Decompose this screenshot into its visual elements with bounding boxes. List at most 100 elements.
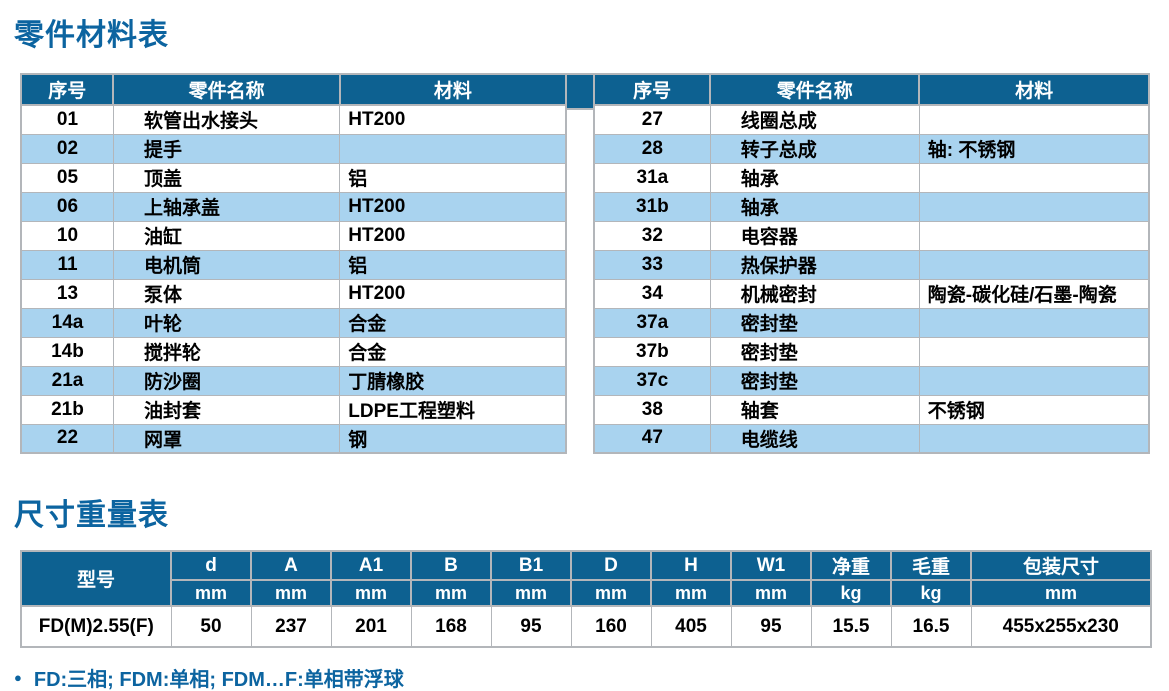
cell-part-name: 机械密封 bbox=[709, 278, 920, 309]
cell-part-no: 37c bbox=[593, 365, 711, 396]
column-header-no: 序号 bbox=[593, 73, 712, 106]
cell-part-material bbox=[918, 162, 1150, 193]
column-header-mat: 材料 bbox=[918, 73, 1150, 106]
column-header-name: 零件名称 bbox=[112, 73, 341, 106]
cell-part-name: 热保护器 bbox=[709, 249, 920, 280]
cell-A1: 201 bbox=[330, 605, 412, 648]
column-unit-B: mm bbox=[410, 579, 492, 607]
cell-part-no: 13 bbox=[20, 278, 114, 309]
column-header-毛重: 毛重 bbox=[890, 550, 972, 581]
cell-包装尺寸: 455x255x230 bbox=[970, 605, 1152, 648]
cell-part-no: 37b bbox=[593, 336, 711, 367]
column-header-no: 序号 bbox=[19, 73, 115, 106]
cell-part-material: 铝 bbox=[339, 162, 567, 193]
table-row: 31b 轴承 bbox=[593, 191, 1150, 222]
cell-part-material: 不锈钢 bbox=[918, 394, 1150, 425]
table-row: 31a 轴承 bbox=[593, 162, 1150, 193]
table-row: 34 机械密封 陶瓷-碳化硅/石墨-陶瓷 bbox=[593, 278, 1150, 309]
cell-part-no: 06 bbox=[20, 191, 114, 222]
cell-part-no: 32 bbox=[593, 220, 711, 251]
footnote: ● FD:三相; FDM:单相; FDM…F:单相带浮球 bbox=[14, 663, 1169, 691]
table-row: 10 油缸 HT200 bbox=[20, 220, 567, 251]
cell-part-material: 陶瓷-碳化硅/石墨-陶瓷 bbox=[918, 278, 1150, 309]
cell-part-material: 合金 bbox=[339, 307, 567, 338]
table-row: 02 提手 bbox=[20, 133, 567, 164]
parts-table-left: 序号 零件名称 材料 01 软管出水接头 HT200 02 提手 05 顶盖铝 06 上轴承盖 HT2… bbox=[19, 73, 568, 454]
cell-part-material bbox=[918, 104, 1150, 135]
cell-W1: 95 bbox=[730, 605, 812, 648]
cell-part-no: 37a bbox=[593, 307, 711, 338]
column-header-mat: 材料 bbox=[338, 73, 568, 106]
cell-part-name: 泵体 bbox=[112, 278, 341, 309]
table-gap-header bbox=[567, 73, 594, 110]
cell-D: 160 bbox=[570, 605, 652, 648]
cell-d: 50 bbox=[170, 605, 252, 648]
footnote-text: FD:三相; FDM:单相; FDM…F:单相带浮球 bbox=[33, 669, 404, 691]
cell-part-no: 31b bbox=[593, 191, 711, 222]
column-unit-d: mm bbox=[170, 579, 252, 607]
cell-part-name: 油缸 bbox=[112, 220, 341, 251]
cell-model: FD(M)2.55(F) bbox=[20, 605, 172, 648]
column-header-H: H bbox=[650, 550, 732, 581]
cell-part-material bbox=[918, 307, 1150, 338]
cell-净重: 15.5 bbox=[810, 605, 892, 648]
table-row: FD(M)2.55(F) 50 237 201 168 95 160 405 95 15.5 16.… bbox=[20, 605, 1152, 648]
cell-part-material: HT200 bbox=[339, 278, 567, 309]
table-row: 37c 密封垫 bbox=[593, 365, 1150, 396]
table-row: 22 网罩钢 bbox=[20, 423, 567, 454]
parts-table-title: 零件材料表 bbox=[14, 19, 169, 52]
column-header-model: 型号 bbox=[20, 550, 172, 607]
parts-table-right: 序号 零件名称 材料 27 线圈总成 28 转子总成 轴: 不锈钢 31a 轴承 31b 轴承 32 电… bbox=[593, 73, 1150, 454]
column-unit-净重: kg bbox=[810, 579, 892, 607]
column-unit-包装尺寸: mm bbox=[970, 579, 1152, 607]
cell-part-material bbox=[918, 220, 1150, 251]
table-row: 37b 密封垫 bbox=[593, 336, 1150, 367]
column-header-A: A bbox=[250, 550, 332, 581]
table-row: 11 电机筒铝 bbox=[20, 249, 567, 280]
table-row: 38 轴套 不锈钢 bbox=[593, 394, 1150, 425]
cell-part-material bbox=[339, 133, 567, 164]
cell-B: 168 bbox=[410, 605, 492, 648]
cell-part-no: 34 bbox=[593, 278, 711, 309]
column-header-B1: B1 bbox=[490, 550, 572, 581]
cell-part-name: 密封垫 bbox=[709, 336, 920, 367]
column-unit-A: mm bbox=[250, 579, 332, 607]
cell-part-material: 钢 bbox=[339, 423, 567, 454]
column-header-A1: A1 bbox=[330, 550, 412, 581]
cell-part-no: 05 bbox=[20, 162, 114, 193]
cell-part-no: 47 bbox=[593, 423, 711, 454]
bullet-icon: ● bbox=[14, 670, 22, 685]
cell-part-name: 电机筒 bbox=[112, 249, 341, 280]
cell-part-material bbox=[918, 191, 1150, 222]
cell-part-material bbox=[918, 336, 1150, 367]
cell-part-name: 上轴承盖 bbox=[112, 191, 341, 222]
cell-part-name: 网罩 bbox=[112, 423, 341, 454]
cell-part-no: 27 bbox=[593, 104, 711, 135]
cell-part-name: 密封垫 bbox=[709, 365, 920, 396]
cell-part-name: 防沙圈 bbox=[112, 365, 341, 396]
cell-part-name: 提手 bbox=[112, 133, 341, 164]
column-unit-D: mm bbox=[570, 579, 652, 607]
cell-part-material bbox=[918, 249, 1150, 280]
column-unit-B1: mm bbox=[490, 579, 572, 607]
column-header-净重: 净重 bbox=[810, 550, 892, 581]
table-gap-column bbox=[567, 73, 594, 454]
cell-H: 405 bbox=[650, 605, 732, 648]
cell-part-material: HT200 bbox=[339, 104, 567, 135]
column-header-包装尺寸: 包装尺寸 bbox=[970, 550, 1152, 581]
cell-part-material bbox=[918, 423, 1150, 454]
cell-part-no: 01 bbox=[20, 104, 114, 135]
column-unit-A1: mm bbox=[330, 579, 412, 607]
cell-part-name: 轴承 bbox=[709, 191, 920, 222]
cell-part-name: 轴承 bbox=[709, 162, 920, 193]
column-header-B: B bbox=[410, 550, 492, 581]
parts-right-header-row: 序号 零件名称 材料 bbox=[593, 73, 1150, 106]
cell-part-name: 轴套 bbox=[709, 394, 920, 425]
cell-part-name: 软管出水接头 bbox=[112, 104, 341, 135]
cell-part-material: HT200 bbox=[339, 220, 567, 251]
cell-part-material bbox=[918, 365, 1150, 396]
cell-part-no: 11 bbox=[20, 249, 114, 280]
table-row: 28 转子总成 轴: 不锈钢 bbox=[593, 133, 1150, 164]
cell-part-no: 38 bbox=[593, 394, 711, 425]
